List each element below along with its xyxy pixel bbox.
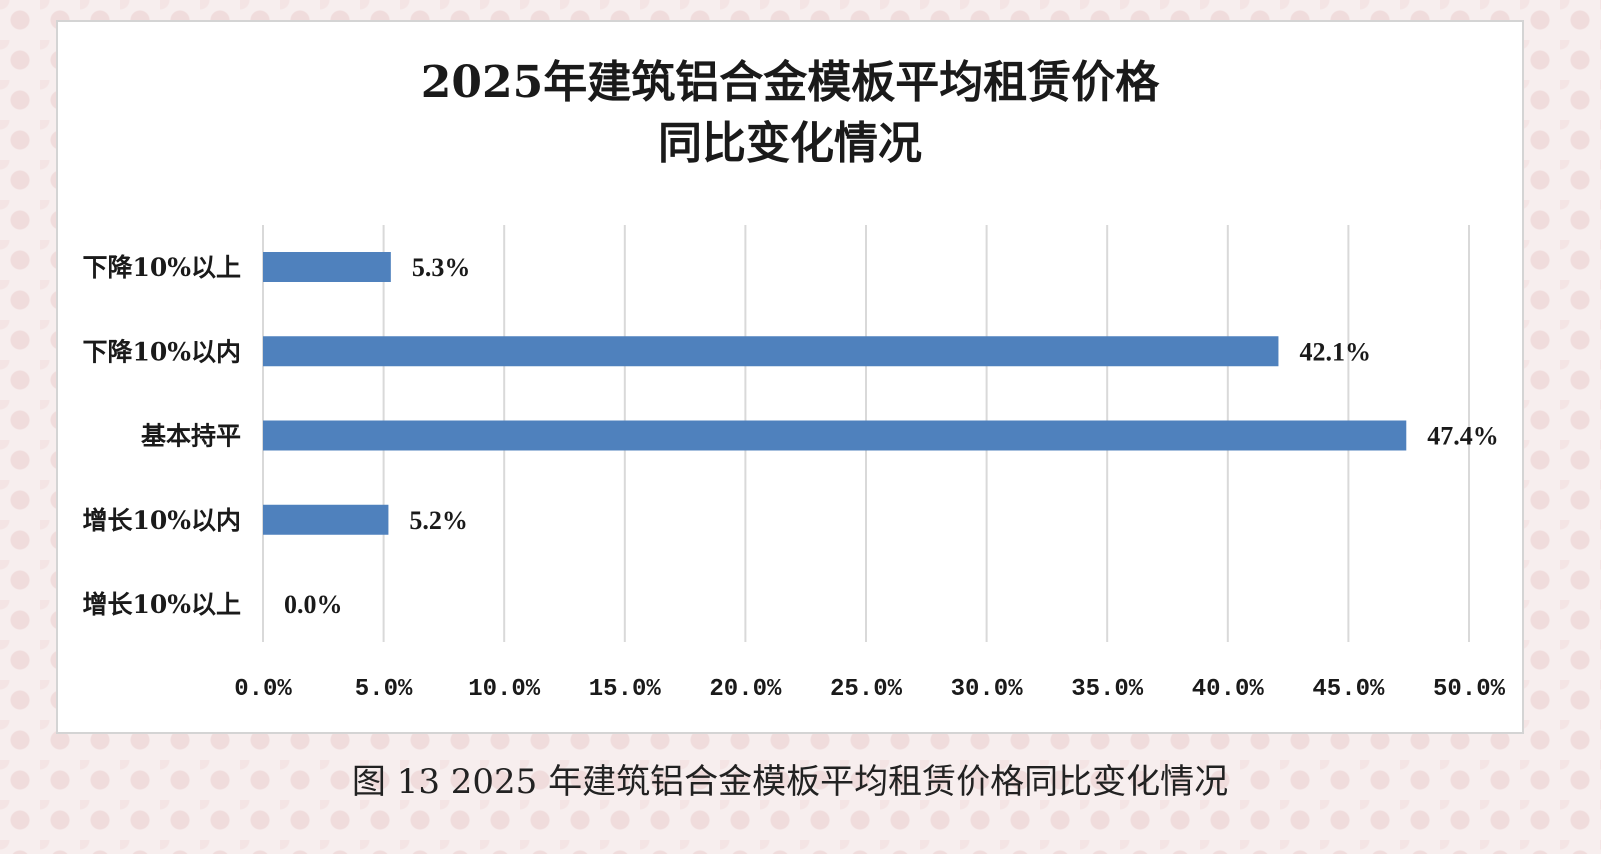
data-label-2: 47.4% (1427, 422, 1499, 451)
chart-frame (56, 20, 1524, 734)
category-label-2: 基本持平 (141, 422, 241, 451)
x-tick-label-6: 30.0% (951, 676, 1024, 703)
data-label-3: 5.2% (409, 506, 468, 535)
x-tick-label-10: 50.0% (1433, 676, 1506, 703)
x-tick-label-9: 45.0% (1312, 676, 1385, 703)
x-tick-label-7: 35.0% (1071, 676, 1144, 703)
data-label-1: 42.1% (1299, 337, 1371, 366)
figure-caption: 图 13 2025 年建筑铝合金模板平均租赁价格同比变化情况 (352, 762, 1228, 802)
x-tick-label-0: 0.0% (234, 676, 292, 703)
labels: 0.0% 5.0% 10.0% 15.0% 20.0% 25.0% 30.0% 35.0% 40… (82, 253, 1505, 703)
bar-1 (263, 336, 1279, 367)
x-tick-label-1: 5.0% (355, 676, 413, 703)
chart-title-line-1: 2025年建筑铝合金模板平均租赁价格 (421, 57, 1160, 108)
data-label-4: 0.0% (284, 590, 343, 619)
x-tick-label-8: 40.0% (1192, 676, 1265, 703)
category-label-1: 下降10%以内 (82, 337, 241, 366)
x-tick-label-4: 20.0% (709, 676, 782, 703)
chart-title-line-2: 同比变化情况 (658, 118, 922, 169)
x-tick-label-5: 25.0% (830, 676, 903, 703)
bar-3 (263, 504, 389, 535)
bar-0 (263, 252, 391, 282)
x-tick-label-2: 10.0% (468, 676, 541, 703)
bars (263, 252, 1407, 535)
data-label-0: 5.3% (412, 253, 471, 282)
category-label-3: 增长10%以内 (82, 506, 241, 535)
x-tick-label-3: 15.0% (589, 676, 662, 703)
category-label-0: 下降10%以上 (82, 253, 241, 282)
category-label-4: 增长10%以上 (82, 590, 241, 619)
bar-2 (263, 420, 1407, 451)
